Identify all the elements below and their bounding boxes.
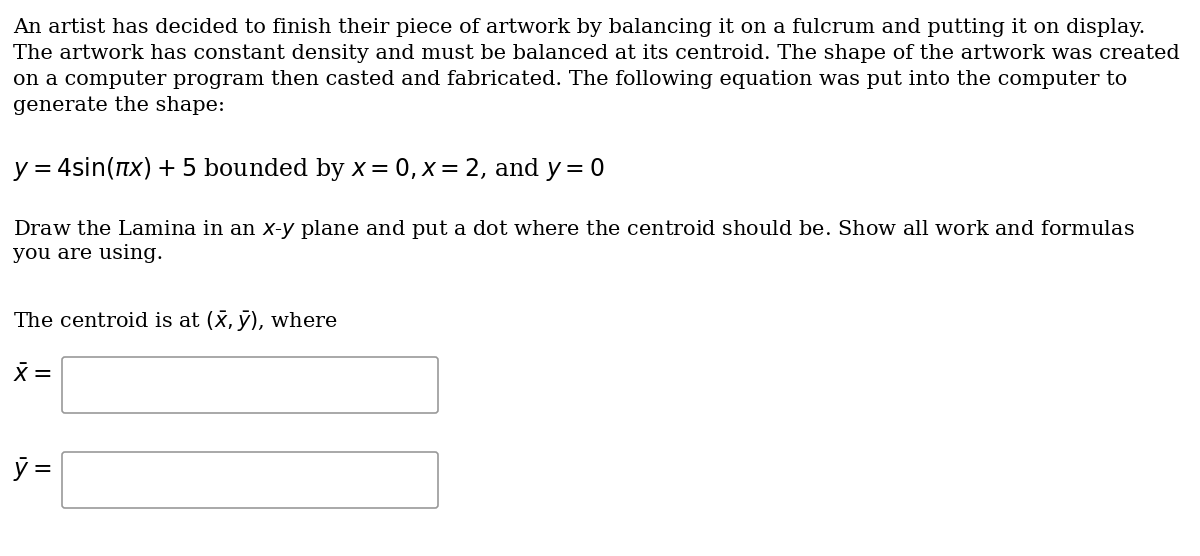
Text: An artist has decided to finish their piece of artwork by balancing it on a fulc: An artist has decided to finish their pi… [13,18,1145,37]
FancyBboxPatch shape [62,452,438,508]
Text: generate the shape:: generate the shape: [13,96,226,115]
Text: $\bar{x} =$: $\bar{x} =$ [13,364,52,386]
Text: you are using.: you are using. [13,244,163,263]
Text: The artwork has constant density and must be balanced at its centroid. The shape: The artwork has constant density and mus… [13,44,1180,63]
FancyBboxPatch shape [62,357,438,413]
Text: The centroid is at $(\bar{x}, \bar{y})$, where: The centroid is at $(\bar{x}, \bar{y})$,… [13,310,338,334]
Text: Draw the Lamina in an $x$-$y$ plane and put a dot where the centroid should be. : Draw the Lamina in an $x$-$y$ plane and … [13,218,1135,241]
Text: on a computer program then casted and fabricated. The following equation was put: on a computer program then casted and fa… [13,70,1127,89]
Text: $\bar{y} =$: $\bar{y} =$ [13,456,52,484]
Text: $y = 4\sin(\pi x) + 5$ bounded by $x = 0, x = 2$, and $y = 0$: $y = 4\sin(\pi x) + 5$ bounded by $x = 0… [13,155,605,183]
